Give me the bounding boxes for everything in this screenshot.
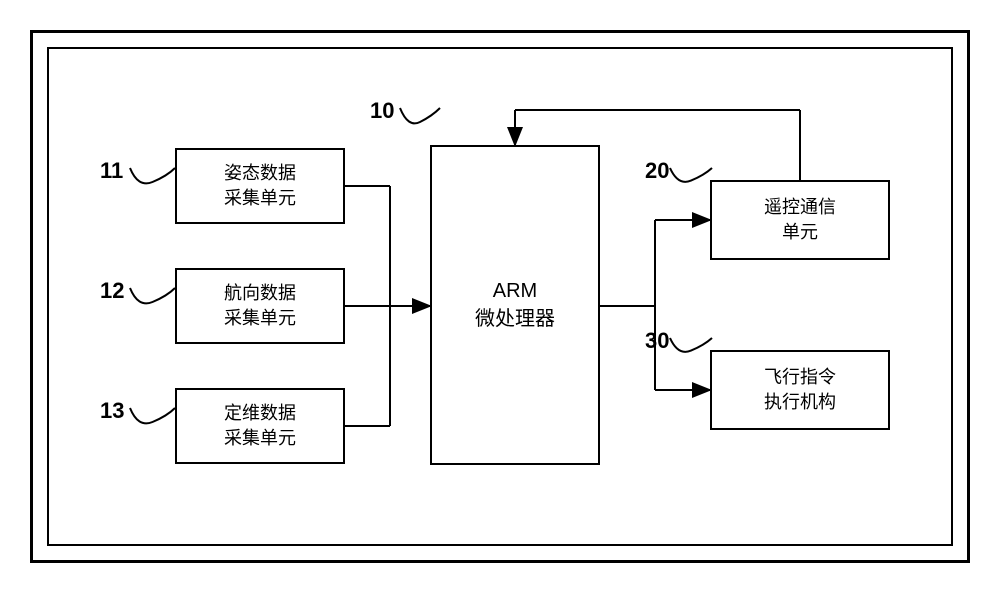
node-heading-line2: 采集单元: [224, 306, 296, 331]
node-remote: 遥控通信 单元: [710, 180, 890, 260]
node-heading-line1: 航向数据: [224, 281, 296, 306]
node-heading: 航向数据 采集单元: [175, 268, 345, 344]
node-arm-line2: 微处理器: [475, 305, 555, 333]
node-attitude-line1: 姿态数据: [224, 161, 296, 186]
node-exec: 飞行指令 执行机构: [710, 350, 890, 430]
label-20: 20: [645, 158, 669, 184]
node-dimension-line2: 采集单元: [224, 426, 296, 451]
node-dimension-line1: 定维数据: [224, 401, 296, 426]
label-10: 10: [370, 98, 394, 124]
label-30: 30: [645, 328, 669, 354]
node-attitude-line2: 采集单元: [224, 186, 296, 211]
label-12: 12: [100, 278, 124, 304]
label-13: 13: [100, 398, 124, 424]
node-exec-line1: 飞行指令: [764, 365, 836, 390]
node-remote-line1: 遥控通信: [764, 195, 836, 220]
node-dimension: 定维数据 采集单元: [175, 388, 345, 464]
label-11: 11: [100, 158, 123, 184]
node-arm: ARM 微处理器: [430, 145, 600, 465]
node-remote-line2: 单元: [782, 220, 818, 245]
node-attitude: 姿态数据 采集单元: [175, 148, 345, 224]
node-exec-line2: 执行机构: [764, 390, 836, 415]
node-arm-line1: ARM: [493, 277, 537, 305]
